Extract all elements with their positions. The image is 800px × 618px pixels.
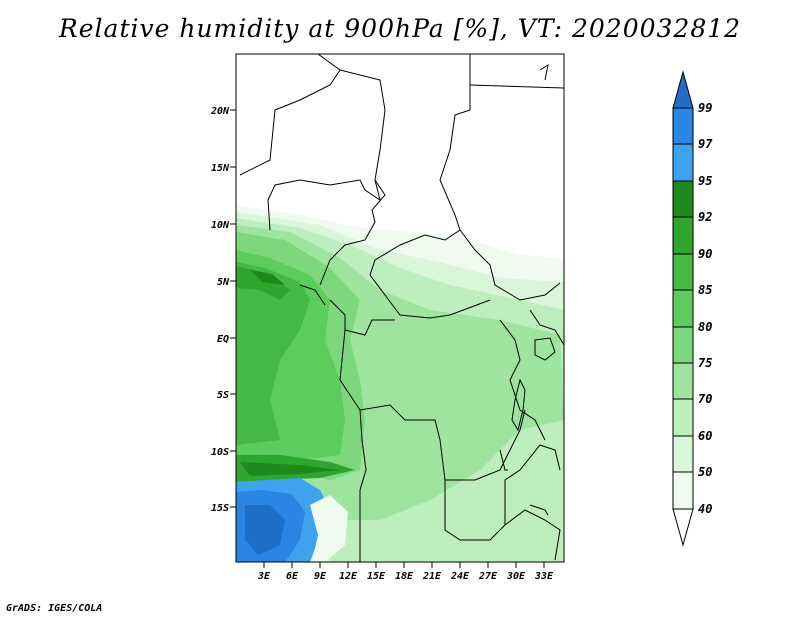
colorbar-label-60: 60	[698, 429, 712, 443]
lat-label-15n: 15N	[211, 163, 230, 174]
colorbar-label-97: 97	[698, 137, 713, 151]
humidity-field	[236, 54, 564, 562]
lon-label-27e: 27E	[478, 571, 498, 582]
colorbar-label-70: 70	[698, 392, 712, 406]
lat-label-5s: 5S	[217, 390, 229, 401]
rh-dry-patch	[310, 495, 348, 562]
lon-label-21e: 21E	[422, 571, 442, 582]
colorbar-label-99: 99	[698, 101, 712, 115]
colorbar-seg-80-85	[672, 289, 694, 328]
colorbar-seg-60-70	[672, 398, 694, 437]
colorbar	[672, 70, 694, 547]
lon-label-18e: 18E	[395, 571, 414, 582]
colorbar-seg-97-99	[672, 107, 694, 145]
colorbar-seg-85-90	[672, 253, 694, 291]
colorbar-label-50: 50	[698, 465, 712, 479]
lat-axis	[230, 109, 236, 508]
lat-label-10s: 10S	[211, 447, 229, 458]
lat-label-10n: 10N	[211, 220, 230, 231]
colorbar-label-92: 92	[698, 210, 712, 224]
lon-label-24e: 24E	[450, 571, 470, 582]
colorbar-seg-95-97	[672, 143, 694, 182]
rh-99-region	[245, 505, 285, 555]
lon-label-6e: 6E	[286, 571, 299, 582]
lat-label-20n: 20N	[210, 106, 230, 117]
rh-85-90-region	[236, 262, 310, 445]
lon-label-9e: 9E	[314, 571, 327, 582]
colorbar-seg-75-80	[672, 326, 694, 364]
colorbar-seg-90-92	[672, 216, 694, 255]
country-borders	[239, 54, 564, 562]
colorbar-seg-92-95	[672, 180, 694, 218]
rh-below-40-ne	[370, 54, 564, 260]
colorbar-seg-40-50	[672, 471, 694, 510]
colorbar-seg-50-60	[672, 435, 694, 473]
colorbar-label-40: 40	[698, 502, 712, 516]
lon-label-3e: 3E	[257, 571, 271, 582]
grads-credit: GrADS: IGES/COLA	[6, 603, 103, 614]
lon-label-33e: 33E	[534, 571, 554, 582]
lat-label-5n: 5N	[217, 277, 230, 288]
colorbar-seg-70-75	[672, 362, 694, 400]
lat-label-15s: 15S	[211, 503, 229, 514]
chart-title: Relative humidity at 900hPa [%], VT: 202…	[58, 14, 742, 43]
lon-axis	[263, 562, 545, 568]
colorbar-label-95: 95	[698, 174, 712, 188]
colorbar-label-75: 75	[698, 356, 712, 370]
colorbar-top-triangle	[672, 70, 694, 109]
lon-label-15e: 15E	[367, 571, 386, 582]
colorbar-label-90: 90	[698, 247, 712, 261]
rh-90-92-region	[236, 266, 355, 482]
lon-label-30e: 30E	[506, 571, 526, 582]
lat-label-eq: EQ	[217, 334, 229, 345]
colorbar-bottom-triangle	[672, 508, 694, 547]
colorbar-label-80: 80	[698, 320, 712, 334]
map-frame	[235, 53, 565, 563]
lon-label-12e: 12E	[339, 571, 358, 582]
colorbar-label-85: 85	[698, 283, 712, 297]
